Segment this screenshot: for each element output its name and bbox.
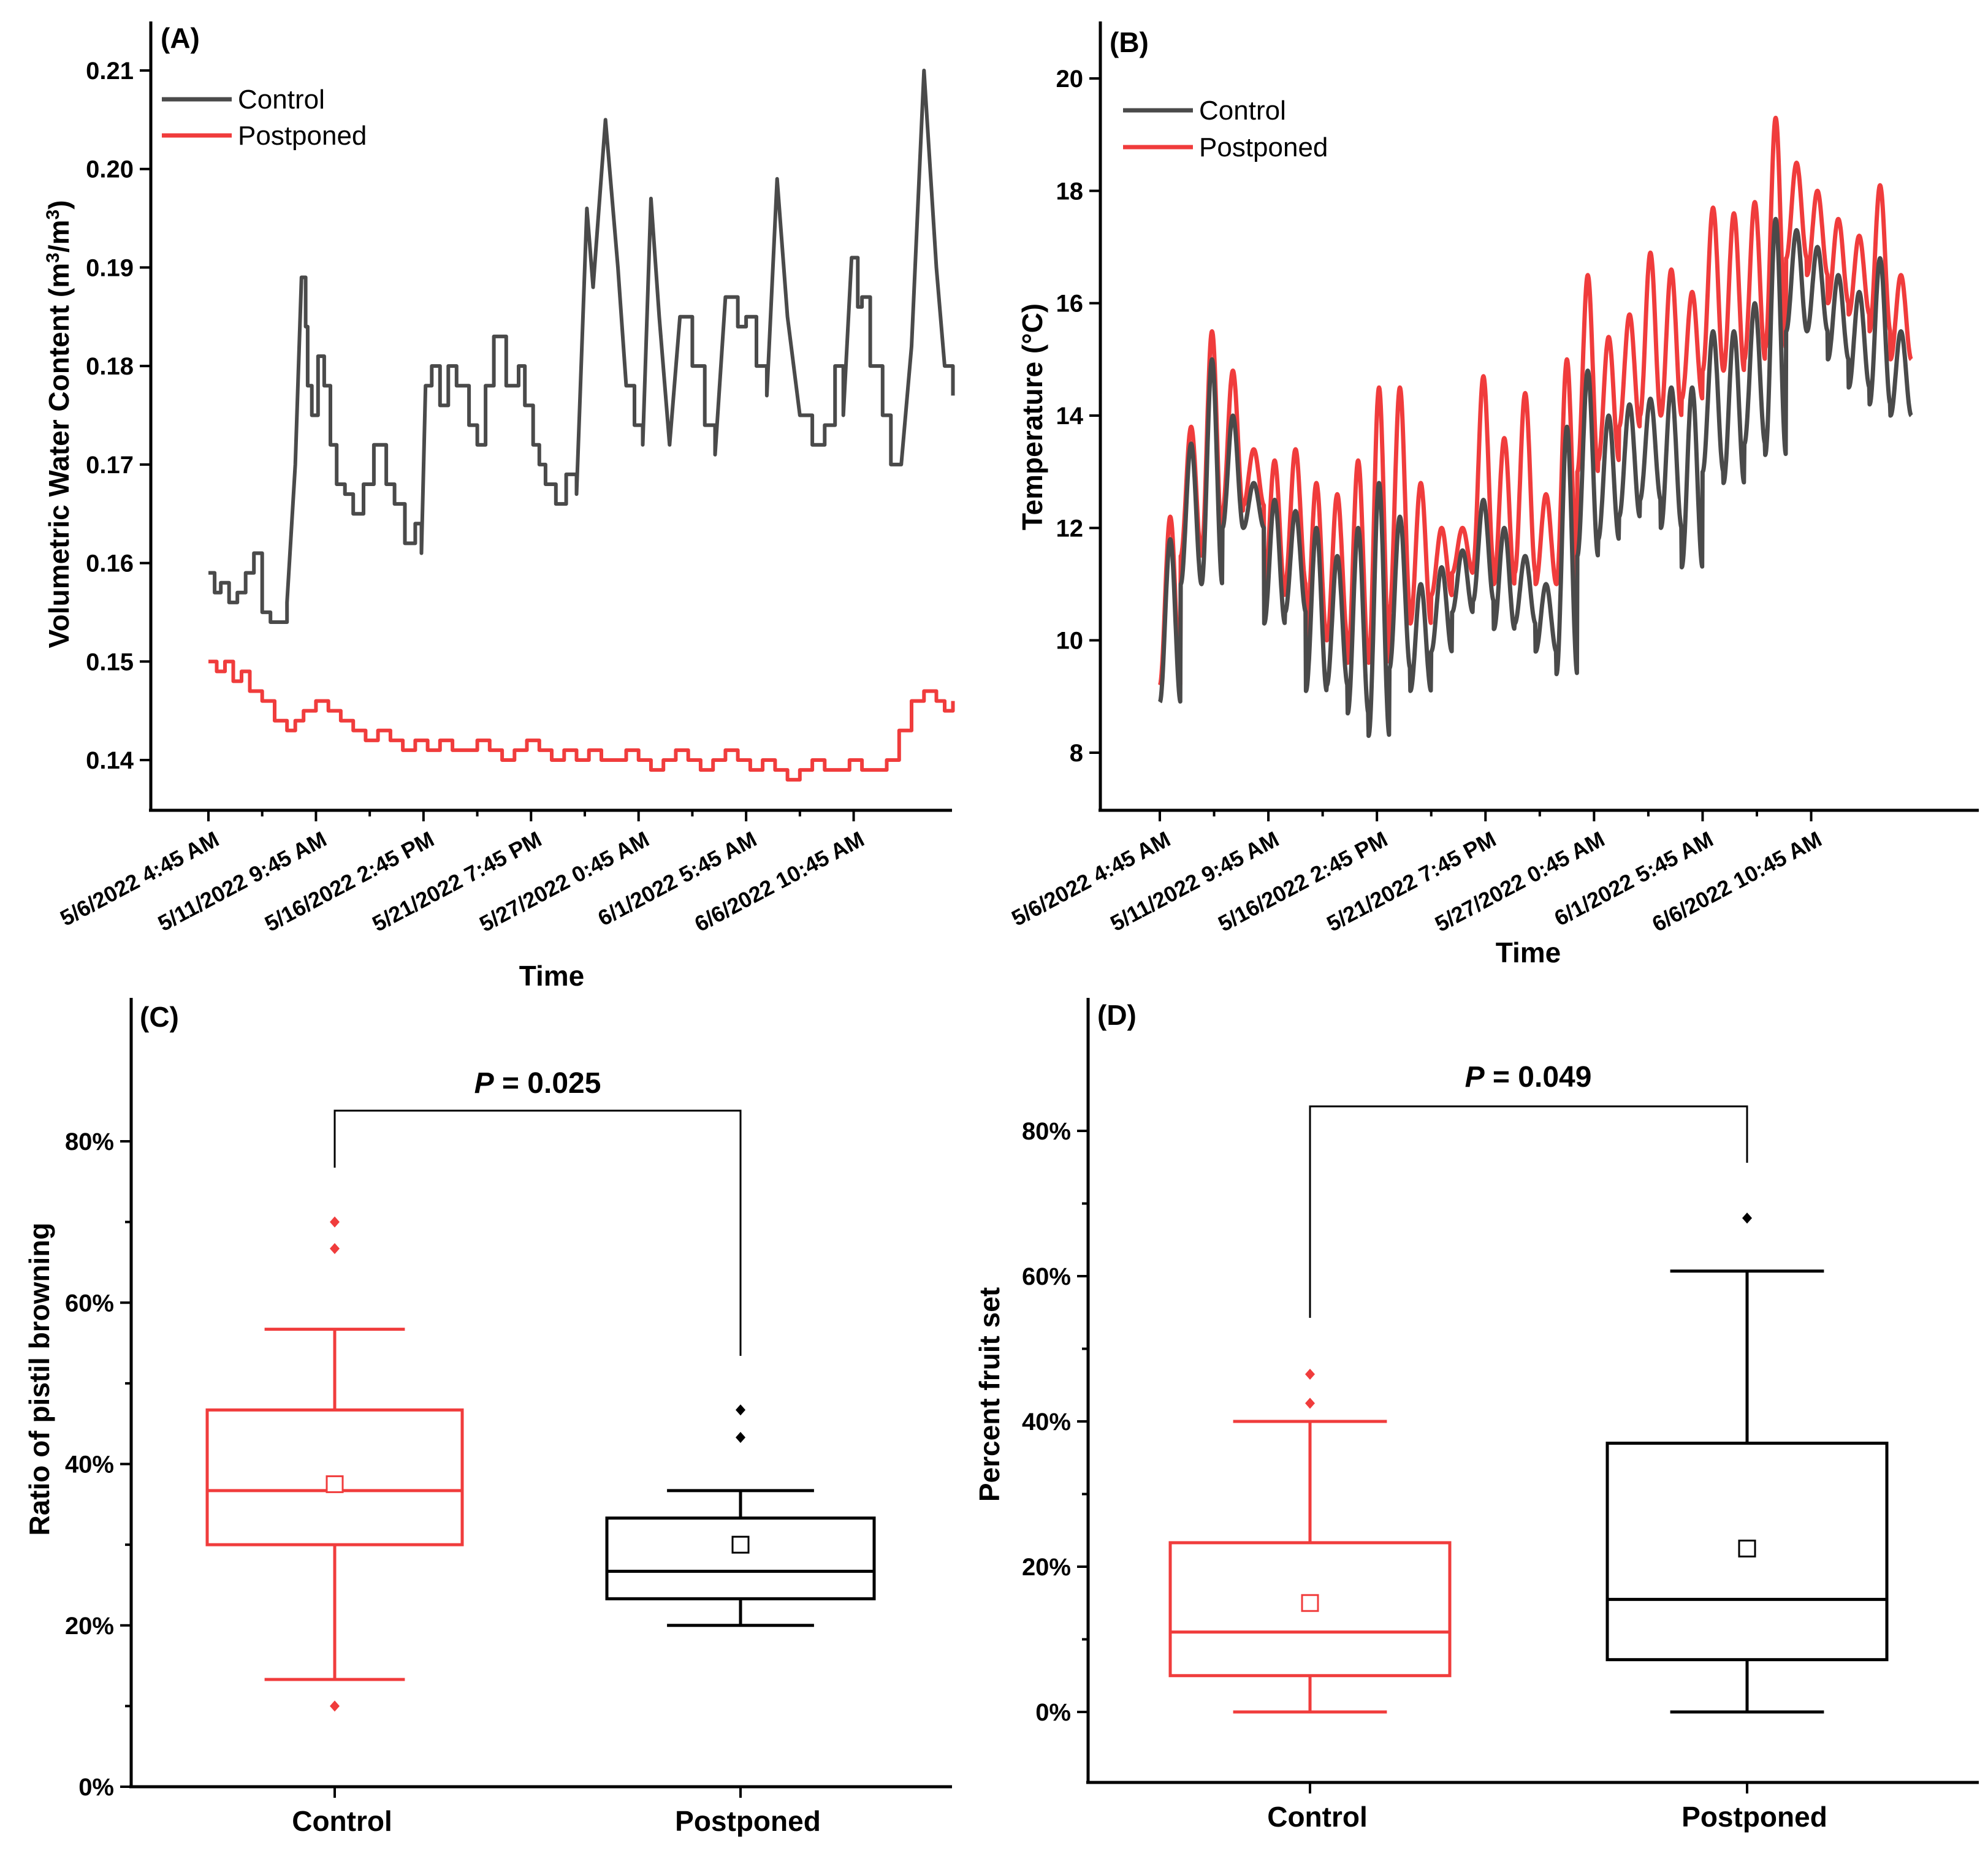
c-box-postponed (605, 1404, 876, 1627)
panel-d-p-value: P = 0.049 (1465, 1061, 1592, 1093)
d-category-label: Postponed (1681, 1801, 1827, 1833)
b-y-tick-label: 16 (1056, 291, 1084, 318)
mean-marker (731, 1535, 750, 1554)
panel-c-p-value: P = 0.025 (474, 1067, 601, 1100)
panel-d-significance-bracket: P = 0.049 (1309, 1061, 1748, 1318)
panel-b-y-axis-title: Temperature (°C) (1016, 303, 1048, 530)
outlier-point (330, 1243, 340, 1255)
outlier-point (1305, 1398, 1315, 1409)
d-y-tick-label: 60% (1022, 1263, 1071, 1290)
a-y-tick-label: 0.15 (86, 648, 134, 675)
panel-d-tag: (D) (1097, 999, 1137, 1031)
a-y-tick-label: 0.20 (86, 156, 134, 183)
interquartile-box (1605, 1442, 1889, 1662)
b-y-tick-label: 20 (1056, 66, 1084, 93)
b-y-tick-label: 10 (1056, 628, 1084, 655)
panel-a-legend: Control Postponed (162, 85, 367, 151)
d-y-tick-label: 80% (1022, 1118, 1071, 1145)
panel-b-x-axis-title: Time (1496, 937, 1561, 968)
c-y-tick-label: 0% (78, 1774, 114, 1801)
c-y-tick-label: 60% (65, 1290, 114, 1317)
panel-b-control-series-line (1158, 216, 1913, 738)
c-y-tick-label: 20% (65, 1613, 114, 1640)
b-y-tick-label: 8 (1070, 740, 1083, 767)
outlier-point (1305, 1368, 1315, 1380)
mean-marker (1738, 1539, 1756, 1557)
panel-b-postponed-series-line (1157, 115, 1913, 687)
panel-a-tag: (A) (161, 22, 200, 54)
mean-marker (1301, 1594, 1319, 1612)
d-box-control (1168, 1368, 1452, 1714)
a-y-tick-label: 0.21 (86, 58, 134, 85)
a-y-tick-label: 0.19 (86, 254, 134, 281)
panel-b-tag: (B) (1110, 26, 1149, 58)
c-category-label: Control (292, 1805, 392, 1837)
panel-a-y-axis-title: Volumetric Water Content (m3/m3) (43, 200, 75, 648)
panel-c-bracket-line (333, 1109, 742, 1356)
legend-b-control-label: Control (1199, 96, 1286, 126)
d-y-tick-label: 20% (1022, 1554, 1071, 1581)
a-y-tick-label: 0.14 (86, 747, 134, 774)
outlier-point (736, 1432, 745, 1443)
interquartile-box (1168, 1541, 1452, 1678)
a-y-tick-label: 0.17 (86, 452, 134, 479)
legend-a-postponed-label: Postponed (238, 121, 367, 151)
a-y-tick-label: 0.18 (86, 353, 134, 380)
outlier-point (1742, 1212, 1752, 1224)
c-y-tick-label: 40% (65, 1451, 114, 1478)
d-y-tick-label: 40% (1022, 1409, 1071, 1436)
panel-c-pistil-browning-boxplot: (C) 0% 20% 40% 60% 80% Control Postponed Rati… (23, 998, 952, 1837)
legend-b-postponed-label: Postponed (1199, 132, 1328, 162)
a-y-tick-label: 0.16 (86, 550, 134, 577)
d-y-tick-label: 0% (1035, 1699, 1071, 1726)
panel-b-legend: Control Postponed (1123, 96, 1328, 162)
d-box-postponed (1605, 1212, 1889, 1714)
b-y-tick-label: 12 (1056, 515, 1084, 542)
panel-c-significance-bracket: P = 0.025 (333, 1067, 742, 1356)
b-y-tick-label: 18 (1056, 178, 1084, 205)
outlier-point (736, 1404, 745, 1416)
panel-d-bracket-line (1309, 1105, 1748, 1318)
c-category-label: Postponed (675, 1805, 821, 1837)
panel-c-y-axis-title: Ratio of pistil browning (23, 1222, 55, 1535)
c-box-control (205, 1216, 464, 1712)
legend-a-control-label: Control (238, 85, 325, 115)
b-y-tick-label: 14 (1056, 403, 1084, 430)
panel-d-y-axis-title: Percent fruit set (973, 1287, 1005, 1502)
panel-c-tag: (C) (140, 1001, 179, 1033)
mean-marker (326, 1475, 344, 1493)
interquartile-box (205, 1408, 464, 1546)
panel-a-x-axis-title: Time (519, 960, 585, 992)
panel-d-fruit-set-boxplot: (D) 0% 20% 40% 60% 80% Control Postponed Perc… (973, 998, 1979, 1833)
c-y-tick-label: 80% (65, 1128, 114, 1155)
outlier-point (330, 1216, 340, 1228)
panel-a-control-series-line (208, 69, 955, 624)
interquartile-box (605, 1516, 876, 1600)
panel-a-postponed-series-line (208, 660, 955, 782)
outlier-point (330, 1700, 340, 1712)
d-category-label: Control (1267, 1801, 1368, 1833)
